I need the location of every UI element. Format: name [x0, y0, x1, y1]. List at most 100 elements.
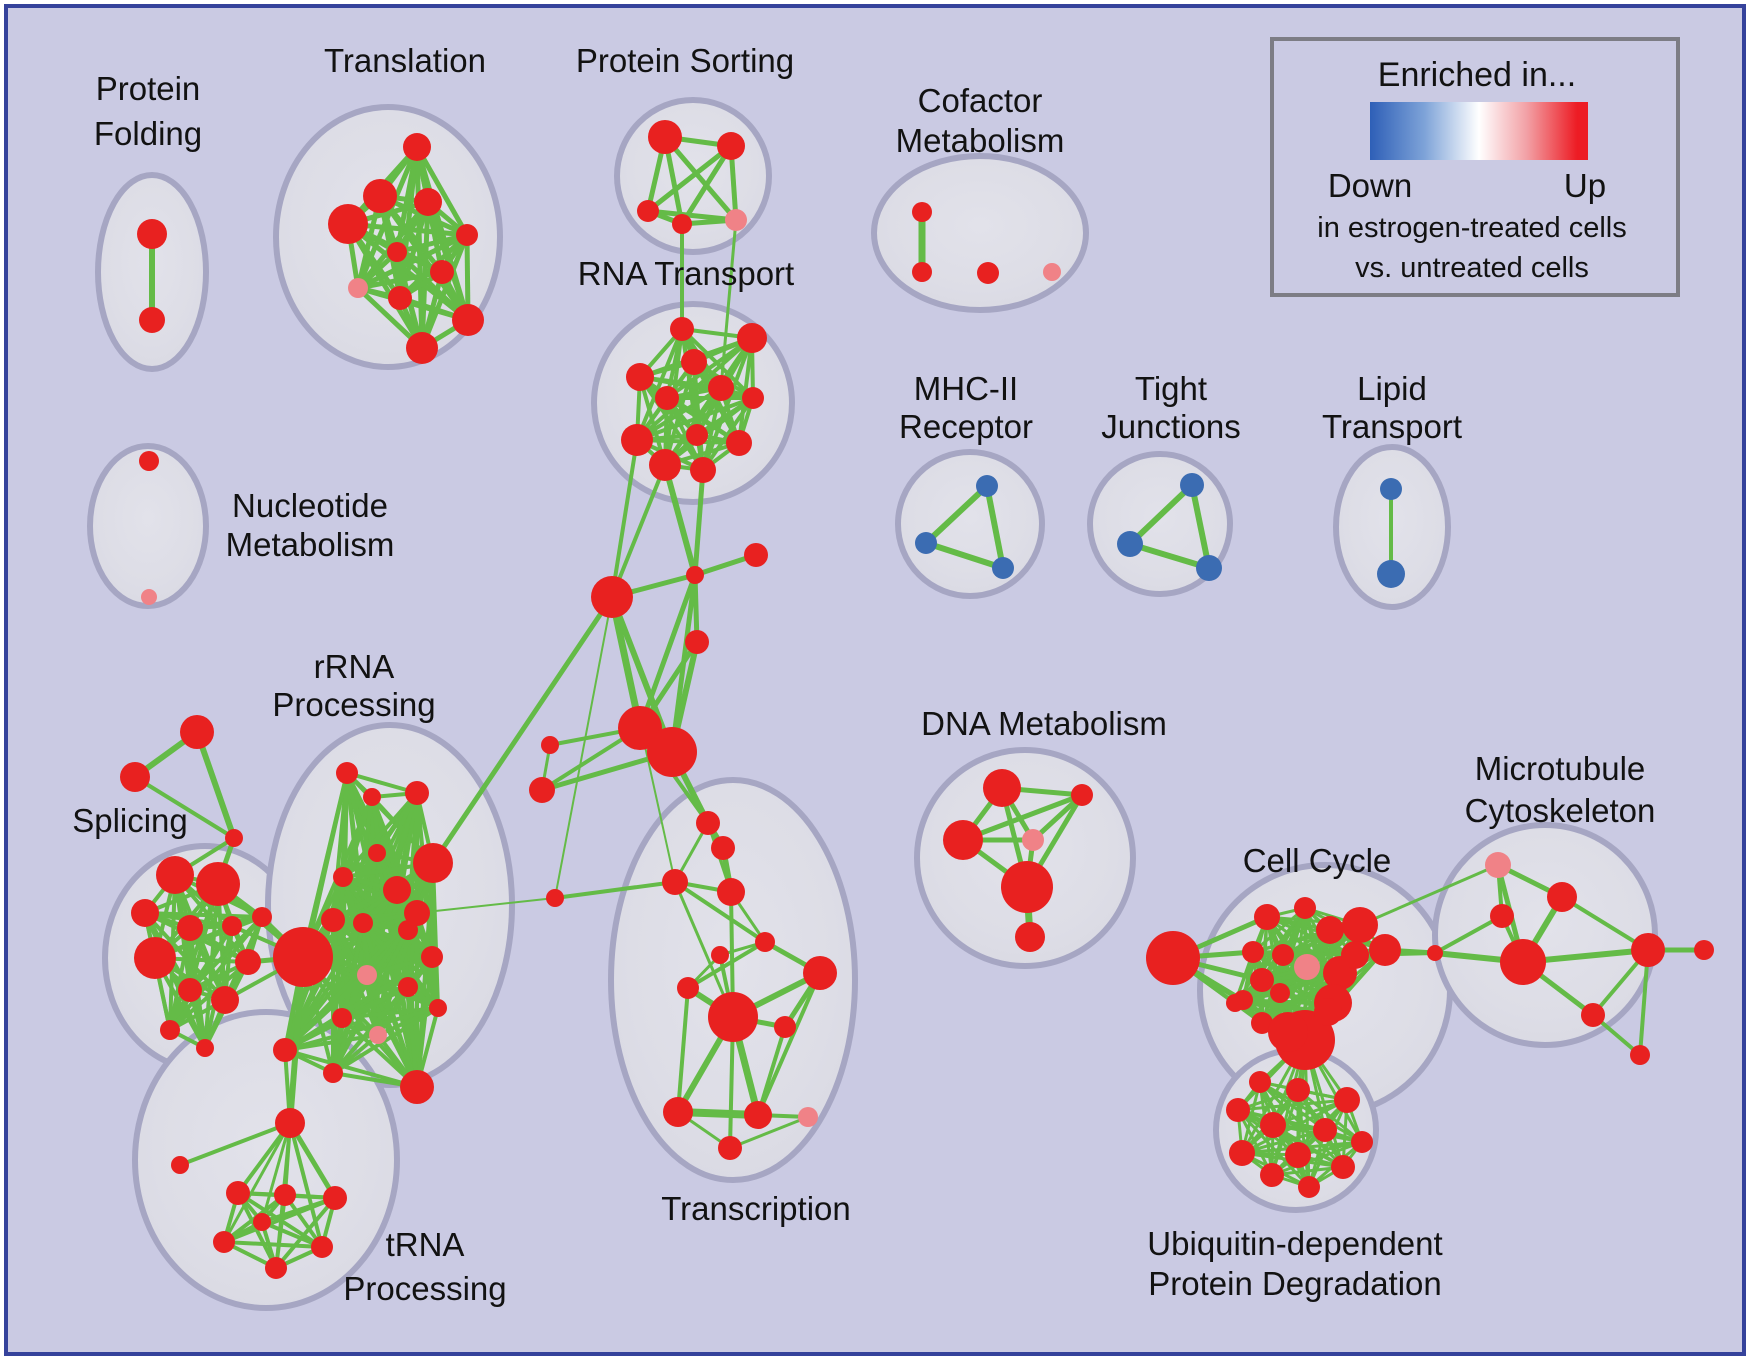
edge: [1307, 1099, 1349, 1188]
edge: [133, 775, 236, 840]
edge: [646, 144, 733, 213]
gene-set-node-red: [196, 862, 240, 906]
gene-set-node-red: [677, 977, 699, 999]
gene-set-node-red: [1260, 1112, 1286, 1138]
gene-set-node-pink: [1294, 954, 1320, 980]
gene-set-node-red: [1581, 1003, 1605, 1027]
edge: [143, 912, 207, 1049]
gene-set-node-red: [311, 1236, 333, 1258]
cluster-label-translation: Translation: [324, 42, 486, 79]
legend-caption-line2: vs. untreated cells: [1355, 252, 1589, 284]
gene-set-node-red: [621, 424, 653, 456]
gene-set-node-red: [591, 576, 633, 618]
edge: [1129, 541, 1210, 571]
edge: [284, 1033, 379, 1052]
gene-set-node-red: [137, 219, 167, 249]
gene-set-node-red: [1249, 1071, 1271, 1093]
edge: [288, 1122, 324, 1248]
gene-set-node-red: [160, 1020, 180, 1040]
gene-set-node-pink: [357, 965, 377, 985]
edge: [415, 956, 434, 1088]
gene-set-node-red: [368, 844, 386, 862]
gene-set-node-red: [235, 949, 261, 975]
gene-set-node-red: [406, 332, 438, 364]
gene-set-node-red: [663, 1097, 693, 1127]
edge: [341, 1006, 439, 1020]
gene-set-node-red: [755, 932, 775, 952]
cluster-label-lipid_transport: Transport: [1322, 408, 1462, 445]
gene-set-node-red: [1313, 1118, 1337, 1142]
cluster-label-dna_metabolism: DNA Metabolism: [921, 705, 1167, 742]
gene-set-node-red: [398, 977, 418, 997]
gene-set-node-red: [742, 387, 764, 409]
gene-set-node-red: [321, 908, 345, 932]
gene-set-node-red: [456, 224, 478, 246]
gene-set-node-red: [708, 375, 734, 401]
gene-set-node-red: [332, 1008, 352, 1028]
edge: [1237, 1098, 1348, 1112]
gene-set-node-red: [662, 869, 688, 895]
gene-set-node-red: [1316, 916, 1344, 944]
cluster-ellipse-cofactor_metabolism: [871, 153, 1089, 313]
gene-set-node-red: [686, 566, 704, 584]
gene-set-node-red: [253, 1213, 271, 1231]
edge: [366, 955, 433, 977]
edge: [222, 1122, 292, 1243]
gene-set-node-red: [1250, 968, 1274, 992]
gene-set-node-red: [1351, 1131, 1373, 1153]
edge: [639, 375, 754, 400]
gene-set-node-red: [708, 992, 758, 1042]
gene-set-node-red: [803, 956, 837, 990]
gene-set-node-red: [672, 214, 692, 234]
gene-set-node-red: [1369, 934, 1401, 966]
edge: [1189, 484, 1212, 569]
gene-set-node-pink: [798, 1107, 818, 1127]
gene-set-node-red: [744, 543, 768, 567]
gene-set-node-red: [180, 715, 214, 749]
gene-set-node-red: [541, 736, 559, 754]
cluster-ellipse-trna_processing: [132, 1009, 400, 1311]
edge: [395, 250, 470, 322]
gene-set-node-red: [1242, 941, 1264, 963]
gene-set-node-pink: [369, 1026, 387, 1044]
cluster-label-microtubule_cytoskeleton: Microtubule: [1475, 750, 1646, 787]
gene-set-node-red: [1226, 1098, 1250, 1122]
gene-set-node-red: [363, 179, 397, 213]
gene-set-node-red: [275, 1108, 305, 1138]
edge: [638, 375, 705, 472]
gene-set-node-red: [1500, 939, 1546, 985]
edge: [647, 208, 737, 223]
gene-set-node-red: [323, 1063, 343, 1083]
gene-set-node-red: [177, 915, 203, 941]
edge: [414, 145, 470, 237]
edge: [346, 771, 418, 795]
gene-set-node-red: [718, 1136, 742, 1160]
gene-set-node-red: [649, 449, 681, 481]
edge: [729, 1115, 809, 1150]
gene-set-node-red: [696, 811, 720, 835]
gene-set-node-pink: [1485, 852, 1511, 878]
gene-set-node-red: [405, 781, 429, 805]
edge: [636, 396, 754, 442]
gene-set-node-red: [403, 133, 431, 161]
gene-set-node-red: [1146, 931, 1200, 985]
legend-title: Enriched in...: [1378, 56, 1576, 94]
gene-set-node-red: [139, 451, 159, 471]
gene-set-node-red: [1341, 941, 1369, 969]
gene-set-node-red: [1251, 1012, 1273, 1034]
cluster-label-rrna_processing: rRNA: [314, 648, 395, 685]
gene-set-node-pink: [725, 209, 747, 231]
edge: [331, 1006, 440, 1075]
gene-set-node-red: [711, 836, 735, 860]
edge: [341, 791, 419, 879]
cluster-label-mhc_ii_receptor: MHC-II: [914, 370, 1018, 407]
gene-set-node-red: [1427, 945, 1443, 961]
gene-set-node-red: [211, 986, 239, 1014]
gene-set-node-red: [626, 363, 654, 391]
gene-set-node-pink: [1022, 829, 1044, 851]
gene-set-node-red: [912, 262, 932, 282]
gene-set-node-red: [265, 1257, 287, 1279]
gene-set-node-red: [1631, 933, 1665, 967]
cluster-label-tight_junctions: Junctions: [1101, 408, 1240, 445]
gene-set-node-red: [655, 386, 679, 410]
